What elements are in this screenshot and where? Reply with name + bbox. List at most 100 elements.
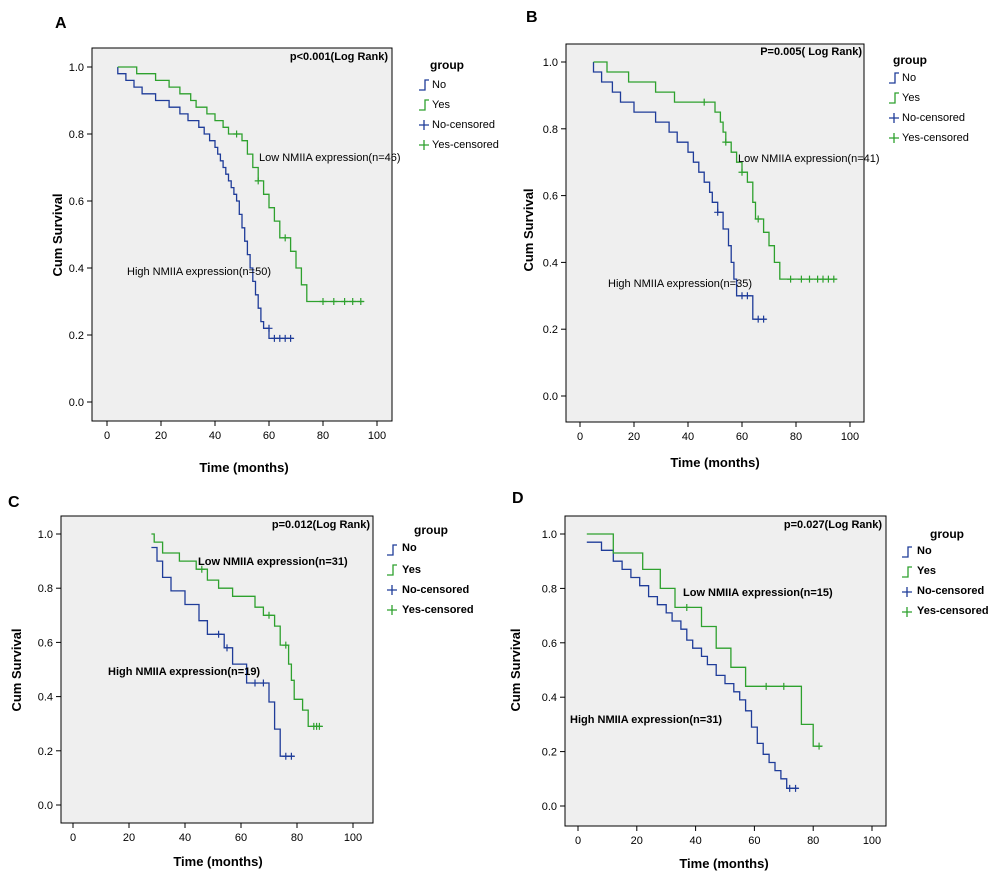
censor-mark-no bbox=[287, 752, 295, 760]
xtick-label: 0 bbox=[70, 832, 76, 844]
censor-mark-yes bbox=[787, 275, 795, 283]
xtick-label: 40 bbox=[209, 430, 221, 442]
panel-c-ylabel: Cum Survival bbox=[9, 628, 24, 711]
ytick-label: 0.0 bbox=[542, 801, 557, 813]
panel-c-xaxis: 0 20 40 60 80 100 bbox=[70, 823, 362, 844]
censor-mark-yes bbox=[319, 298, 327, 305]
ytick-label: 0.8 bbox=[38, 583, 53, 595]
panel-a-low-annotation: Low NMIIA expression(n=46) bbox=[259, 152, 401, 164]
ytick-label: 0.6 bbox=[69, 196, 84, 208]
panel-d-high-annotation: High NMIIA expression(n=31) bbox=[570, 714, 722, 726]
legend-yes-censor-icon bbox=[902, 607, 912, 617]
legend-no-censor-icon bbox=[902, 587, 912, 597]
panel-b-legend-yes-censored: Yes-censored bbox=[902, 132, 969, 144]
xtick-label: 60 bbox=[263, 430, 275, 442]
ytick-label: 1.0 bbox=[543, 57, 558, 69]
xtick-label: 80 bbox=[317, 430, 329, 442]
xtick-label: 40 bbox=[179, 832, 191, 844]
legend-no-step-icon bbox=[902, 546, 912, 558]
legend-no-step-icon bbox=[419, 79, 429, 91]
censor-mark-yes bbox=[683, 603, 691, 611]
censor-mark-yes bbox=[233, 130, 241, 138]
censor-mark-yes bbox=[780, 682, 788, 690]
censor-mark-yes bbox=[815, 742, 823, 750]
panel-d-xlabel: Time (months) bbox=[679, 856, 768, 871]
legend-yes-step-icon bbox=[889, 92, 899, 104]
xtick-label: 80 bbox=[790, 431, 802, 443]
censor-mark-no bbox=[714, 208, 722, 216]
panel-c-pvalue: p=0.012(Log Rank) bbox=[272, 519, 370, 531]
xtick-label: 60 bbox=[748, 835, 760, 847]
legend-no-censor-icon bbox=[387, 585, 397, 595]
censor-mark-yes bbox=[722, 138, 730, 146]
censor-mark-no bbox=[760, 315, 768, 323]
panel-a-legend-yes-censored: Yes-censored bbox=[432, 139, 499, 151]
ytick-label: 0.8 bbox=[542, 583, 557, 595]
panel-d-legend-no-censored: No-censored bbox=[917, 585, 984, 597]
legend-no-step-icon bbox=[889, 72, 899, 84]
ytick-label: 0.4 bbox=[543, 257, 558, 269]
censor-mark-yes bbox=[281, 234, 289, 242]
ytick-label: 0.2 bbox=[69, 330, 84, 342]
ytick-label: 0.4 bbox=[542, 692, 557, 704]
panel-c-label: C bbox=[8, 494, 20, 511]
xtick-label: 20 bbox=[631, 835, 643, 847]
legend-yes-step-icon bbox=[902, 566, 912, 578]
censor-mark-yes bbox=[315, 722, 323, 730]
panel-d-curves bbox=[586, 533, 823, 792]
panel-c-plot-area bbox=[60, 515, 374, 824]
ytick-label: 0.0 bbox=[543, 391, 558, 403]
censor-mark-no bbox=[223, 644, 231, 652]
panel-b-xaxis: 0 20 40 60 80 100 bbox=[577, 422, 859, 443]
xtick-label: 80 bbox=[291, 832, 303, 844]
survival-curve-no bbox=[586, 541, 799, 789]
panel-d-pvalue: p=0.027(Log Rank) bbox=[784, 519, 882, 531]
xtick-label: 100 bbox=[863, 835, 881, 847]
panel-a-yaxis: 0.0 0.2 0.4 0.6 0.8 1.0 bbox=[69, 62, 92, 409]
panel-a-high-annotation: High NMIIA expression(n=50) bbox=[127, 266, 271, 278]
panel-c: C 0.0 0.2 0.4 0.6 0.8 1.0 0 20 40 60 80 100 p=0.01… bbox=[8, 494, 474, 869]
ytick-label: 0.6 bbox=[542, 638, 557, 650]
censor-mark-yes bbox=[254, 177, 262, 185]
censor-mark-yes bbox=[797, 275, 805, 283]
panel-a-legend-no-censored: No-censored bbox=[432, 119, 495, 131]
panel-b-ylabel: Cum Survival bbox=[521, 188, 536, 271]
panel-a-xlabel: Time (months) bbox=[199, 460, 288, 475]
survival-curve-no bbox=[117, 67, 294, 340]
ytick-label: 1.0 bbox=[69, 62, 84, 74]
xtick-label: 40 bbox=[682, 431, 694, 443]
panel-d-low-annotation: Low NMIIA expression(n=15) bbox=[683, 587, 833, 599]
xtick-label: 20 bbox=[155, 430, 167, 442]
censor-mark-no bbox=[743, 292, 751, 300]
panel-b-legend-title: group bbox=[893, 53, 927, 67]
panel-d-legend-title: group bbox=[930, 527, 964, 541]
legend-yes-censor-icon bbox=[387, 605, 397, 615]
ytick-label: 0.0 bbox=[69, 397, 84, 409]
xtick-label: 20 bbox=[628, 431, 640, 443]
panel-c-low-annotation: Low NMIIA expression(n=31) bbox=[198, 556, 348, 568]
panel-a-legend: group No Yes No-censored Yes-censored bbox=[419, 58, 499, 151]
ytick-label: 0.0 bbox=[38, 800, 53, 812]
xtick-label: 60 bbox=[235, 832, 247, 844]
censor-mark-yes bbox=[330, 298, 338, 305]
legend-yes-censor-icon bbox=[419, 140, 429, 150]
xtick-label: 0 bbox=[104, 430, 110, 442]
ytick-label: 0.2 bbox=[38, 746, 53, 758]
panel-c-yaxis: 0.0 0.2 0.4 0.6 0.8 1.0 bbox=[38, 529, 61, 812]
panel-a: A 0.0 0.2 0.4 0.6 0.8 1.0 0 20 40 60 80 100 p<0.00… bbox=[50, 15, 499, 475]
panel-b-high-annotation: High NMIIA expression(n=35) bbox=[608, 278, 752, 290]
survival-curve-yes bbox=[117, 66, 364, 303]
censor-mark-no bbox=[287, 334, 295, 342]
censor-mark-no bbox=[215, 630, 223, 638]
panel-d: D 0.0 0.2 0.4 0.6 0.8 1.0 0 20 40 60 80 100 p=0.02… bbox=[508, 490, 989, 871]
censor-mark-no bbox=[259, 679, 267, 687]
censor-mark-yes bbox=[198, 565, 206, 573]
panel-c-legend-no: No bbox=[402, 542, 417, 554]
panel-b-legend-no-censored: No-censored bbox=[902, 112, 965, 124]
ytick-label: 1.0 bbox=[542, 529, 557, 541]
panel-b: B 0.0 0.2 0.4 0.6 0.8 1.0 0 20 40 60 80 100 P=0.00… bbox=[521, 9, 969, 470]
ytick-label: 0.6 bbox=[38, 637, 53, 649]
censor-mark-no bbox=[786, 784, 794, 792]
panel-d-legend-no: No bbox=[917, 545, 932, 557]
legend-yes-step-icon bbox=[419, 99, 429, 111]
